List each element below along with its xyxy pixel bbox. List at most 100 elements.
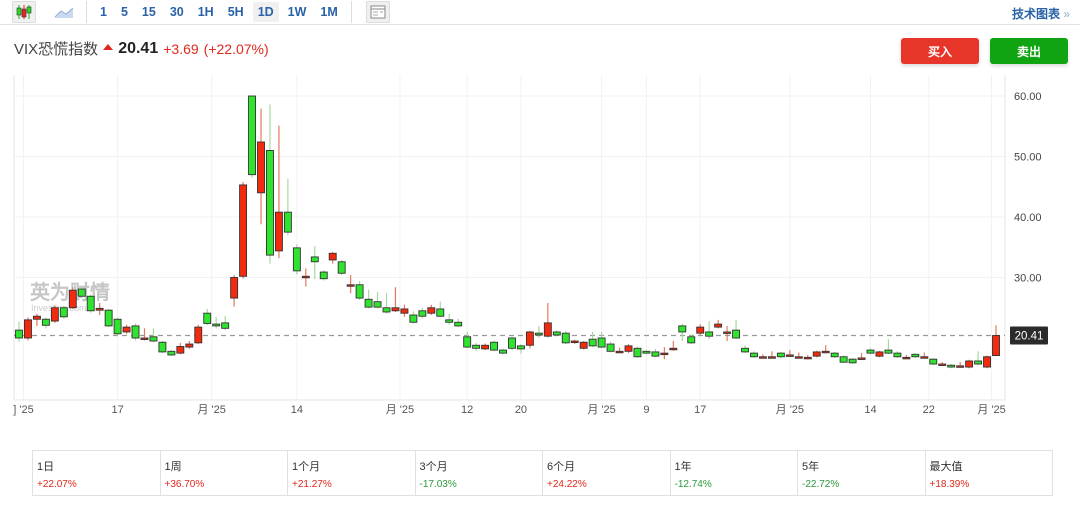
- candle-body: [588, 338, 597, 347]
- candle-body: [41, 318, 50, 326]
- x-tick-label: 14: [864, 404, 876, 416]
- stat-value: +36.70%: [164, 479, 205, 490]
- candle-body: [803, 356, 812, 360]
- candle-body: [230, 277, 239, 299]
- timeframe-1w[interactable]: 1W: [287, 5, 307, 19]
- candle-body: [516, 345, 525, 350]
- x-tick-label: 月 '25: [587, 404, 615, 416]
- candle-body: [373, 301, 382, 308]
- candle-body: [337, 261, 346, 274]
- candle-body: [723, 331, 732, 334]
- candlestick-chart[interactable]: 30.00 40.00 50.00 60.00] '25 17 月 '25 14 月 '25 1…: [0, 75, 1080, 420]
- stat-cell: 5年 -22.72%: [798, 451, 926, 495]
- candle-body: [857, 357, 866, 360]
- stat-value: +18.39%: [929, 479, 970, 490]
- candle-body: [929, 358, 938, 365]
- area-chart-icon[interactable]: [52, 1, 76, 23]
- candle-body: [552, 331, 561, 336]
- timeframe-1[interactable]: 1: [100, 5, 107, 19]
- candle-body: [463, 336, 472, 348]
- candle-body: [902, 356, 911, 360]
- candlestick-icon[interactable]: [12, 1, 36, 23]
- chart-toolbar: 1 5 15 30 1H 5H 1D 1W 1M 技术图表 »: [0, 0, 1080, 25]
- timeframe-1d[interactable]: 1D: [252, 2, 279, 22]
- candle-body: [391, 307, 400, 312]
- candle-body: [821, 350, 830, 354]
- candle-body: [579, 341, 588, 349]
- candle-body: [400, 308, 409, 314]
- candle-body: [104, 309, 113, 327]
- candle-body: [292, 247, 301, 272]
- candle-body: [561, 332, 570, 344]
- candle-body: [525, 331, 534, 346]
- candle-body: [409, 314, 418, 323]
- up-arrow-icon: [103, 43, 114, 50]
- stat-label: 1年: [674, 461, 692, 473]
- buy-button[interactable]: 买入: [901, 38, 979, 64]
- y-tick-label: 40.00: [1014, 212, 1042, 224]
- candle-body: [194, 326, 203, 344]
- candle-body: [122, 326, 131, 333]
- last-price-tag: [1010, 326, 1048, 345]
- stat-label: 6个月: [547, 461, 576, 473]
- tech-chart-link[interactable]: 技术图表 »: [1012, 5, 1070, 22]
- stat-cell: 最大值 +18.39%: [926, 451, 1053, 495]
- x-tick-label: 22: [923, 404, 935, 416]
- x-tick-label: 14: [291, 404, 303, 416]
- candle-body: [714, 323, 723, 328]
- candle-body: [597, 337, 606, 348]
- candle-body: [346, 284, 355, 287]
- candle-body: [24, 319, 32, 339]
- candle-body: [606, 343, 615, 352]
- candle-body: [812, 351, 821, 357]
- sell-button[interactable]: 卖出: [990, 38, 1068, 64]
- candle-body: [624, 345, 633, 352]
- candle-body: [472, 344, 481, 349]
- candle-body: [499, 349, 507, 354]
- x-tick-label: ] '25: [13, 404, 33, 416]
- candle-body: [248, 95, 256, 176]
- x-tick-label: 12: [461, 404, 473, 416]
- candle-body: [938, 363, 947, 366]
- candle-body: [140, 337, 149, 340]
- layout-icon[interactable]: [365, 1, 390, 23]
- candle-body: [239, 184, 248, 277]
- candle-body: [965, 360, 974, 368]
- candle-body: [319, 271, 328, 280]
- timeframe-15[interactable]: 15: [141, 5, 156, 19]
- x-tick-label: 月 '25: [776, 404, 804, 416]
- stat-cell: 6个月 +24.22%: [543, 451, 671, 495]
- candle-body: [669, 347, 678, 351]
- x-tick-label: 月 '25: [977, 404, 1005, 416]
- candle-body: [642, 350, 651, 354]
- timeframe-1h[interactable]: 1H: [197, 5, 214, 19]
- price-change-pct: (+22.07%): [203, 40, 269, 57]
- candle-body: [221, 322, 230, 329]
- candle-body: [490, 341, 499, 351]
- x-tick-label: 9: [643, 404, 649, 416]
- timeframe-30[interactable]: 30: [169, 5, 184, 19]
- candle-body: [418, 310, 427, 317]
- timeframe-1m[interactable]: 1M: [320, 5, 338, 19]
- candle-body: [830, 352, 839, 358]
- candle-body: [77, 288, 86, 297]
- candle-body: [678, 325, 687, 333]
- timeframe-5[interactable]: 5: [120, 5, 128, 19]
- stat-value: -17.03%: [419, 479, 457, 490]
- stat-cell: 1年 -12.74%: [671, 451, 798, 495]
- candle-body: [212, 323, 221, 327]
- candle-body: [50, 307, 59, 322]
- candle-body: [956, 365, 965, 368]
- stat-value: +21.27%: [292, 479, 332, 490]
- stat-label: 5年: [802, 461, 820, 473]
- candle-body: [427, 307, 436, 314]
- candle-body: [696, 326, 705, 334]
- candle-body: [301, 275, 310, 279]
- candle-body: [633, 347, 642, 358]
- instrument-header: VIX恐慌指数 20.41 +3.69 (+22.07%): [14, 38, 269, 59]
- candle-body: [364, 298, 373, 308]
- timeframe-5h[interactable]: 5H: [227, 5, 244, 19]
- stat-cell: 3个月 -17.03%: [416, 451, 543, 495]
- candle-body: [59, 307, 68, 318]
- candle-body: [615, 350, 624, 354]
